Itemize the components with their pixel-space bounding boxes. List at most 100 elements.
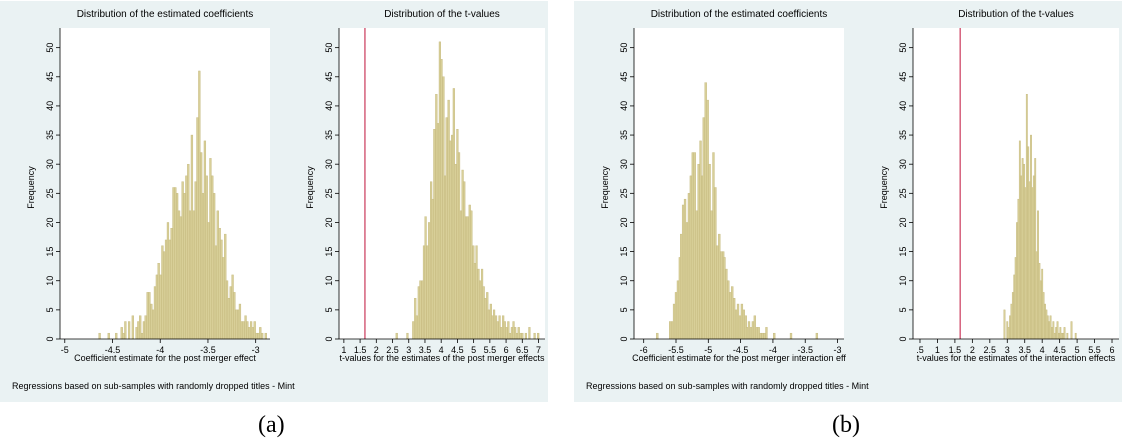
histogram-bar xyxy=(500,327,503,340)
histogram-bar xyxy=(672,303,676,340)
histogram-bar xyxy=(1009,315,1011,340)
histogram-bar xyxy=(691,152,694,340)
histogram-bar xyxy=(676,280,680,340)
histogram-bar xyxy=(135,327,138,340)
x-tick-label: -4 xyxy=(156,345,164,355)
histogram-bar xyxy=(747,321,751,340)
histogram-bar xyxy=(127,321,131,340)
caption-b: (b) xyxy=(832,412,860,438)
y-tick-label: 35 xyxy=(324,130,334,140)
y-tick-label: 40 xyxy=(898,101,908,111)
y-tick-label: 45 xyxy=(45,72,55,82)
histogram-bar xyxy=(122,332,125,340)
histogram-bar xyxy=(517,327,520,340)
histogram-bar xyxy=(693,152,696,340)
histogram-bar xyxy=(1025,94,1028,340)
histogram-bar xyxy=(1028,181,1031,340)
histogram-bar xyxy=(725,268,728,340)
x-tick-label: 1.5 xyxy=(949,345,962,355)
histogram-bar xyxy=(734,309,738,340)
y-tick-label: 25 xyxy=(619,188,629,198)
y-tick-label: 50 xyxy=(324,43,334,53)
x-tick-label: 7 xyxy=(536,345,541,355)
x-tick-label: .5 xyxy=(916,345,924,355)
x-tick-label: -6 xyxy=(640,345,648,355)
histogram-bar xyxy=(708,163,711,340)
y-tick-label: 25 xyxy=(324,188,334,198)
x-tick-label: 4.5 xyxy=(451,345,464,355)
histogram-bar xyxy=(264,332,267,340)
histogram-bar xyxy=(514,327,517,340)
histogram-bar xyxy=(761,332,764,340)
histogram-bar xyxy=(487,309,490,340)
x-tick-label: 3.5 xyxy=(419,345,432,355)
histogram-bar xyxy=(235,309,238,340)
histogram-bar xyxy=(161,245,164,340)
x-tick-label: 5 xyxy=(471,345,476,355)
panel-a-plots: Distribution of the estimated coefficien… xyxy=(26,9,545,363)
y-tick-label: 50 xyxy=(898,43,908,53)
x-tick-label: 6 xyxy=(504,345,509,355)
y-tick-label: 0 xyxy=(45,336,55,341)
histogram-bar xyxy=(259,327,262,340)
histogram-bar xyxy=(155,274,159,340)
histogram-bar xyxy=(680,233,683,340)
histogram-bar xyxy=(1066,332,1069,340)
histogram-bar xyxy=(251,327,255,340)
y-tick-label: 30 xyxy=(324,159,334,169)
histogram-bar xyxy=(415,315,418,340)
x-tick-label: 5 xyxy=(1075,345,1080,355)
chart-title: Distribution of the estimated coefficien… xyxy=(651,9,828,20)
histogram-bar xyxy=(685,222,689,340)
x-tick-label: 5.5 xyxy=(1088,345,1101,355)
histogram-bar xyxy=(1032,175,1035,340)
histogram-bar xyxy=(751,321,755,340)
histogram-bar xyxy=(181,181,184,340)
histogram-bar xyxy=(1003,309,1006,340)
histogram-bar xyxy=(261,332,264,340)
x-tick-label: 3 xyxy=(1005,345,1010,355)
x-tick-label: -4.5 xyxy=(733,345,749,355)
histogram-bar xyxy=(1020,175,1023,340)
histogram-bar xyxy=(222,257,225,340)
histogram-bar xyxy=(1048,321,1051,340)
histogram-bar xyxy=(194,181,197,340)
histogram-bar xyxy=(144,315,147,340)
chart-title: Distribution of the t-values xyxy=(958,9,1074,20)
histogram-bar xyxy=(755,327,758,340)
histogram-bar xyxy=(227,298,230,340)
histogram-bar xyxy=(714,187,717,340)
y-tick-label: 20 xyxy=(324,217,334,227)
panel-note: Regressions based on sub-samples with ra… xyxy=(12,381,295,391)
histogram-bar xyxy=(695,210,698,340)
histogram-bar xyxy=(681,204,685,340)
histogram-bar xyxy=(255,332,258,340)
y-tick-label: 20 xyxy=(619,217,629,227)
x-tick-label: 6.5 xyxy=(516,345,529,355)
y-tick-label: 15 xyxy=(324,247,334,257)
histogram-bar xyxy=(253,321,256,340)
histogram-bar xyxy=(192,210,195,340)
x-tick-label: -3 xyxy=(252,345,260,355)
plot-area xyxy=(634,28,844,339)
histogram-bar xyxy=(733,298,736,340)
x-tick-label: 3 xyxy=(406,345,411,355)
x-tick-label: 2 xyxy=(970,345,975,355)
histogram-bar xyxy=(201,193,205,340)
histogram-bar xyxy=(440,59,443,340)
histogram-bar xyxy=(492,309,496,340)
histogram-bar xyxy=(115,332,118,340)
histogram-bar xyxy=(198,70,201,340)
x-tick-label: 1.5 xyxy=(354,345,367,355)
x-tick-label: 4 xyxy=(1040,345,1045,355)
histogram-bar xyxy=(229,286,232,340)
y-tick-label: 40 xyxy=(45,101,55,111)
histogram-bar xyxy=(505,327,508,340)
histogram-bar xyxy=(1031,187,1034,340)
histogram-bar xyxy=(200,152,203,340)
histogram-bar xyxy=(236,309,240,340)
histogram-bar xyxy=(1039,280,1042,340)
histogram-bar xyxy=(436,123,440,340)
histogram-bar xyxy=(124,321,127,340)
y-tick-label: 20 xyxy=(898,217,908,227)
